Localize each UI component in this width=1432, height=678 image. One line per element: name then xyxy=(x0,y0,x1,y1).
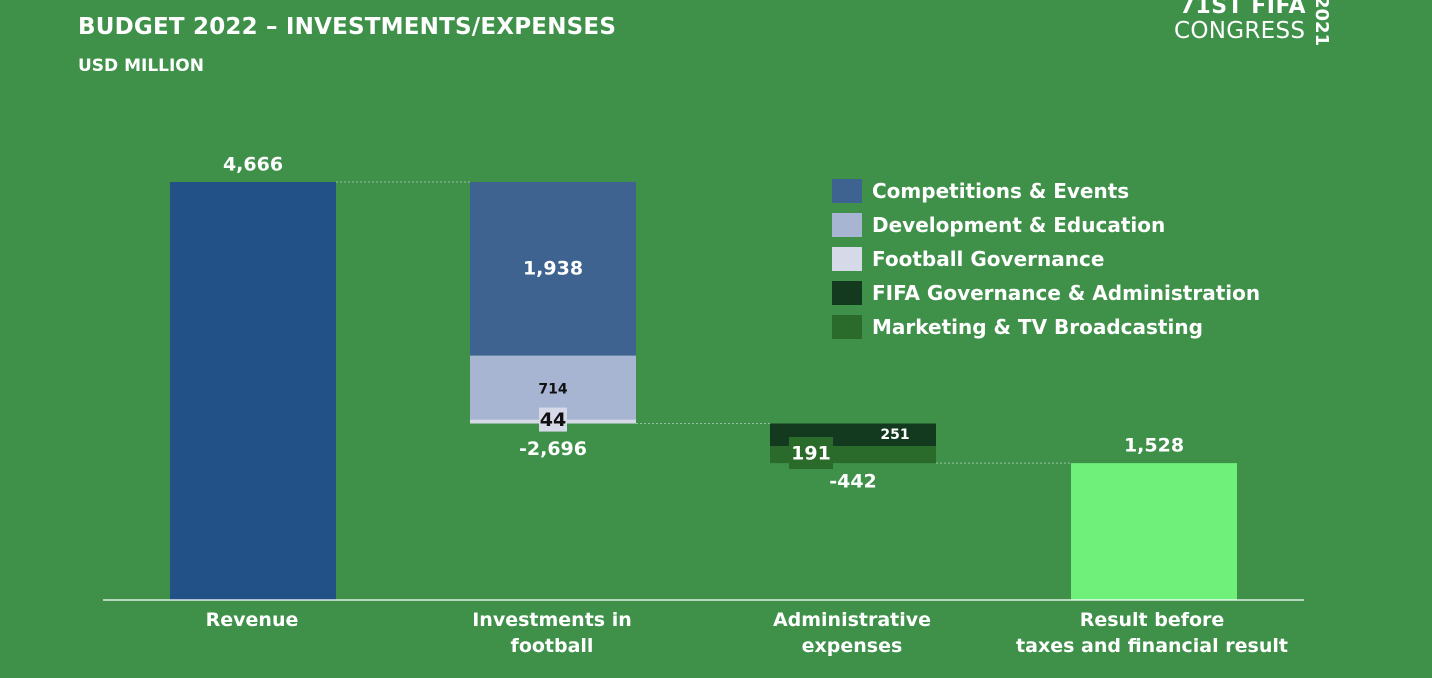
x-tick-label-result: Result before taxes and financial result xyxy=(1016,609,1288,657)
data-label-segment: 714 xyxy=(538,382,567,398)
data-label-segment: 191 xyxy=(791,443,831,465)
legend-item-development: Development & Education xyxy=(832,208,1260,242)
legend-item-marketing: Marketing & TV Broadcasting xyxy=(832,310,1260,344)
legend-swatch xyxy=(832,213,862,237)
logo-year: 2021 xyxy=(1311,0,1332,47)
legend-item-competitions: Competitions & Events xyxy=(832,174,1260,208)
bar-result xyxy=(1071,463,1237,600)
x-tick-label-investments: Investments in football xyxy=(472,609,632,657)
legend-label: Competitions & Events xyxy=(872,179,1130,203)
fifa-congress-logo: 71ST FIFA CONGRESS 2021 xyxy=(1172,0,1332,50)
data-label-total: 4,666 xyxy=(223,154,283,176)
label-box xyxy=(539,407,567,432)
data-label-total: 1,528 xyxy=(1124,435,1184,457)
x-tick-label-revenue: Revenue xyxy=(205,609,299,631)
data-label-segment: 44 xyxy=(540,409,566,431)
data-label-total: -2,696 xyxy=(519,438,587,460)
legend-swatch xyxy=(832,315,862,339)
legend-label: FIFA Governance & Administration xyxy=(872,281,1261,305)
legend-item-fifa-governance: FIFA Governance & Administration xyxy=(832,276,1260,310)
chart-legend: Competitions & Events Development & Educ… xyxy=(832,174,1260,344)
bar-segment xyxy=(470,182,636,356)
legend-label: Development & Education xyxy=(872,213,1166,237)
label-box xyxy=(789,437,833,470)
logo-line-2: CONGRESS xyxy=(1174,18,1306,44)
legend-item-football-governance: Football Governance xyxy=(832,242,1260,276)
legend-label: Marketing & TV Broadcasting xyxy=(872,315,1203,339)
legend-swatch xyxy=(832,247,862,271)
x-tick-label-administrative: Administrative expenses xyxy=(772,609,932,657)
legend-swatch xyxy=(832,179,862,203)
page-title: BUDGET 2022 – INVESTMENTS/EXPENSES xyxy=(78,14,617,40)
data-label-total: -442 xyxy=(829,471,877,493)
page-subtitle: USD MILLION xyxy=(78,56,204,76)
bar-revenue xyxy=(170,182,336,600)
data-label-segment: 251 xyxy=(880,427,909,443)
legend-swatch xyxy=(832,281,862,305)
legend-label: Football Governance xyxy=(872,247,1105,271)
logo-line-1: 71ST FIFA xyxy=(1179,0,1306,19)
data-label-segment: 1,938 xyxy=(523,257,583,279)
